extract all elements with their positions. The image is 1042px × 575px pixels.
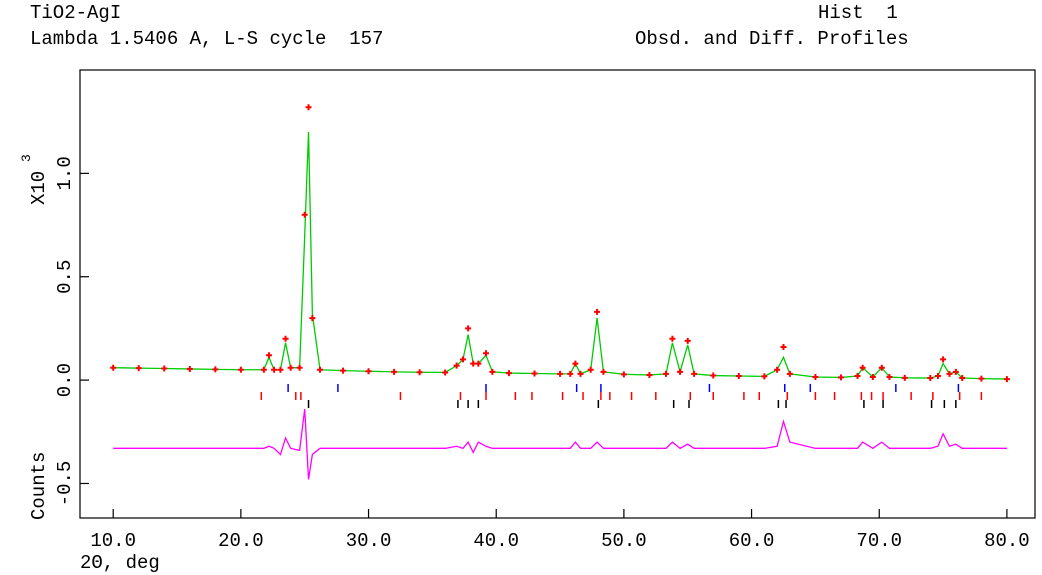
observed-point	[282, 335, 289, 342]
x-tick-label: 70.0	[856, 530, 902, 552]
x-tick-label: 80.0	[984, 530, 1030, 552]
x-tick-label: 10.0	[90, 530, 136, 552]
observed-point	[1003, 376, 1010, 383]
observed-point	[735, 372, 742, 379]
observed-point	[161, 365, 168, 372]
x-tick-label: 30.0	[346, 530, 392, 552]
observed-point	[317, 366, 324, 373]
histogram-label: Hist 1	[818, 2, 898, 24]
y-scale-label: X10	[28, 171, 50, 205]
observed-point	[600, 368, 607, 375]
observed-point	[869, 374, 876, 381]
observed-point	[557, 370, 564, 377]
y-tick-label: 1.0	[54, 156, 76, 190]
observed-point	[854, 372, 861, 379]
y-tick-label: 0.0	[54, 363, 76, 397]
observed-point	[489, 368, 496, 375]
observed-point	[460, 356, 467, 363]
chart-title: TiO2-AgI	[30, 2, 121, 24]
observed-point	[927, 375, 934, 382]
x-tick-label: 20.0	[218, 530, 264, 552]
observed-point	[859, 364, 866, 371]
observed-point	[465, 325, 472, 332]
observed-point	[277, 366, 284, 373]
observed-point	[475, 360, 482, 367]
observed-point	[774, 366, 781, 373]
observed-point	[265, 352, 272, 359]
observed-point	[669, 335, 676, 342]
observed-point	[305, 104, 312, 111]
observed-point	[301, 211, 308, 218]
y-tick-label: 0.5	[54, 260, 76, 294]
x-tick-label: 60.0	[729, 530, 775, 552]
plot-frame	[79, 69, 1036, 519]
observed-point	[946, 370, 953, 377]
observed-point	[978, 375, 985, 382]
observed-point	[587, 366, 594, 373]
observed-point	[684, 337, 691, 344]
observed-point	[646, 371, 653, 378]
observed-point	[470, 360, 477, 367]
observed-point	[878, 364, 885, 371]
observed-point	[959, 375, 966, 382]
x-tick-label: 40.0	[473, 530, 519, 552]
observed-point	[287, 364, 294, 371]
observed-point	[531, 370, 538, 377]
observed-point	[786, 370, 793, 377]
y-scale-exponent: 3	[19, 154, 34, 162]
observed-point	[952, 368, 959, 375]
observed-point	[442, 369, 449, 376]
observed-point	[663, 370, 670, 377]
observed-point	[296, 364, 303, 371]
observed-point	[677, 368, 684, 375]
observed-point	[594, 308, 601, 315]
plot-label: Obsd. and Diff. Profiles	[635, 28, 909, 50]
observed-point	[271, 366, 278, 373]
observed-point	[577, 370, 584, 377]
observed-point	[260, 366, 267, 373]
observed-point	[780, 344, 787, 351]
observed-point	[710, 372, 717, 379]
observed-point	[837, 374, 844, 381]
observed-point	[453, 362, 460, 369]
chart-subtitle: Lambda 1.5406 A, L-S cycle 157	[30, 28, 383, 50]
observed-point	[691, 370, 698, 377]
observed-point	[812, 374, 819, 381]
observed-point	[505, 370, 512, 377]
observed-point	[135, 365, 142, 372]
x-axis-label: 2Θ, deg	[80, 552, 160, 574]
observed-point	[212, 366, 219, 373]
observed-point	[186, 365, 193, 372]
observed-point	[934, 372, 941, 379]
observed-point	[886, 374, 893, 381]
y-axis-label: Counts	[28, 452, 50, 520]
observed-point	[567, 370, 574, 377]
observed-point	[901, 374, 908, 381]
observed-point	[620, 371, 627, 378]
observed-point	[309, 315, 316, 322]
observed-point	[416, 369, 423, 376]
observed-point	[340, 367, 347, 374]
observed-point	[483, 350, 490, 357]
y-tick-label: -0.5	[54, 461, 76, 507]
observed-point	[391, 368, 398, 375]
observed-point	[237, 366, 244, 373]
observed-point	[940, 356, 947, 363]
observed-point	[572, 360, 579, 367]
observed-point	[110, 364, 117, 371]
x-tick-label: 50.0	[601, 530, 647, 552]
observed-point	[365, 368, 372, 375]
series-line	[113, 408, 1007, 480]
observed-point	[761, 373, 768, 380]
